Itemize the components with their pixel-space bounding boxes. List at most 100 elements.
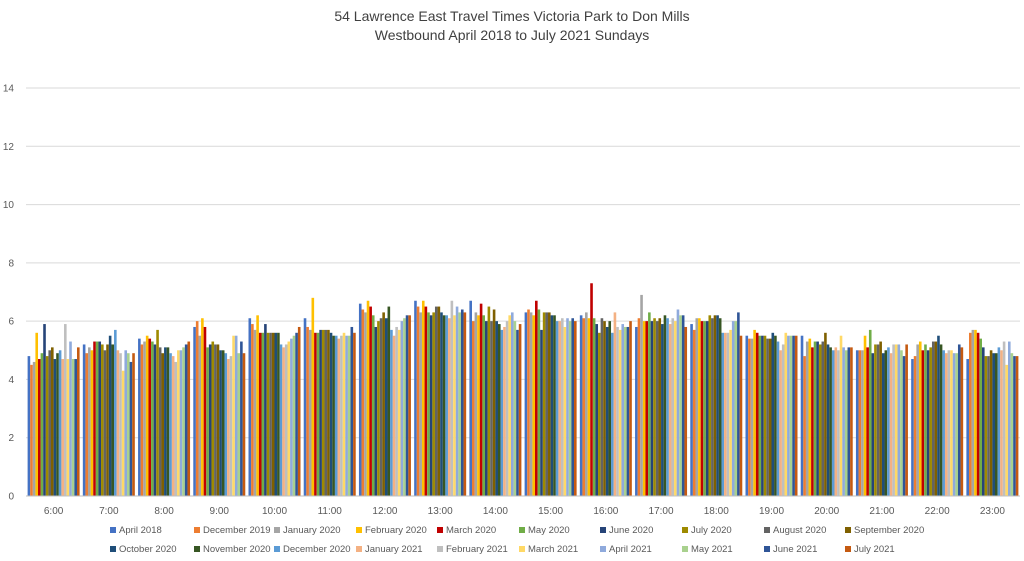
x-tick-label: 10:00 — [262, 506, 287, 517]
bar — [645, 321, 649, 496]
bar — [500, 329, 504, 496]
bar — [358, 303, 362, 496]
bar — [350, 326, 354, 496]
bar — [261, 332, 265, 496]
x-axis: 6:00 7:00 8:00 9:00 10:00 11:00 12:00 13:00 14:0… — [26, 495, 1020, 517]
bar — [463, 312, 467, 496]
legend-label: January 2021 — [365, 544, 423, 555]
legend-swatch — [519, 546, 525, 552]
legend-swatch — [110, 546, 116, 552]
bar — [1010, 353, 1014, 496]
bar — [269, 332, 272, 496]
bar — [855, 350, 859, 496]
bar — [295, 332, 298, 496]
bar — [203, 326, 207, 496]
bar — [208, 344, 212, 496]
bar — [861, 350, 864, 496]
bar — [337, 338, 341, 496]
bar — [892, 344, 895, 496]
legend-swatch — [600, 527, 606, 533]
bar — [974, 329, 977, 496]
bar — [966, 359, 969, 496]
bar — [279, 344, 283, 496]
bar — [384, 318, 388, 496]
bar — [374, 326, 378, 496]
bar — [655, 321, 659, 496]
bar — [229, 356, 233, 496]
bar — [232, 335, 235, 496]
bar — [698, 318, 701, 496]
legend-label: March 2020 — [446, 525, 496, 536]
bar — [216, 344, 220, 496]
bar — [224, 353, 228, 496]
bar — [329, 332, 333, 496]
bar — [513, 321, 517, 496]
bar — [193, 326, 196, 496]
bar — [1000, 350, 1003, 496]
bar — [503, 326, 506, 496]
bar — [850, 347, 853, 496]
legend-label: February 2020 — [365, 525, 427, 536]
legend-swatch — [682, 527, 688, 533]
y-tick-label: 4 — [8, 375, 14, 386]
bar — [184, 344, 188, 496]
chart-subtitle: Westbound April 2018 to July 2021 Sunday… — [375, 27, 649, 43]
bar — [994, 353, 998, 496]
bar — [600, 318, 604, 496]
bar — [666, 318, 669, 496]
bar — [571, 318, 575, 496]
bar — [505, 321, 509, 496]
y-tick-label: 0 — [8, 492, 14, 503]
bar — [145, 335, 149, 496]
bar — [387, 306, 391, 496]
x-tick-label: 18:00 — [704, 506, 729, 517]
bar — [95, 341, 99, 496]
legend-label: December 2019 — [203, 525, 271, 536]
bar — [508, 315, 511, 496]
bar — [432, 312, 435, 496]
x-tick-label: 9:00 — [210, 506, 230, 517]
bar — [847, 347, 851, 496]
bar — [43, 324, 46, 496]
legend-swatch — [274, 546, 280, 552]
bar — [535, 300, 538, 496]
bar — [900, 350, 903, 496]
bar — [831, 350, 835, 496]
bar — [824, 332, 827, 496]
bar — [984, 356, 988, 496]
bar — [40, 353, 44, 496]
bar — [676, 309, 680, 496]
y-tick-label: 8 — [8, 258, 14, 269]
bar — [303, 318, 307, 496]
bar — [527, 309, 530, 496]
bar — [266, 332, 270, 496]
bar — [482, 315, 485, 496]
bar — [64, 324, 67, 496]
bar — [156, 329, 159, 496]
bar — [258, 332, 262, 496]
bar — [403, 318, 406, 496]
bar — [35, 332, 39, 496]
bar — [1015, 356, 1019, 496]
bar — [397, 329, 401, 496]
bar — [379, 318, 383, 496]
bar — [187, 341, 191, 496]
bar — [492, 309, 496, 496]
bar — [618, 329, 622, 496]
bar — [976, 332, 980, 496]
bar — [887, 347, 890, 496]
bar — [881, 353, 885, 496]
bar — [474, 312, 478, 496]
bar — [844, 350, 848, 496]
bar — [568, 321, 572, 496]
bar — [98, 341, 102, 496]
bar — [957, 344, 961, 496]
bar — [469, 300, 472, 496]
bar — [390, 329, 393, 496]
bar — [624, 326, 627, 496]
legend-swatch — [764, 527, 770, 533]
bar — [745, 335, 749, 496]
bar — [739, 335, 743, 496]
bar — [311, 297, 315, 496]
bar — [161, 353, 165, 496]
